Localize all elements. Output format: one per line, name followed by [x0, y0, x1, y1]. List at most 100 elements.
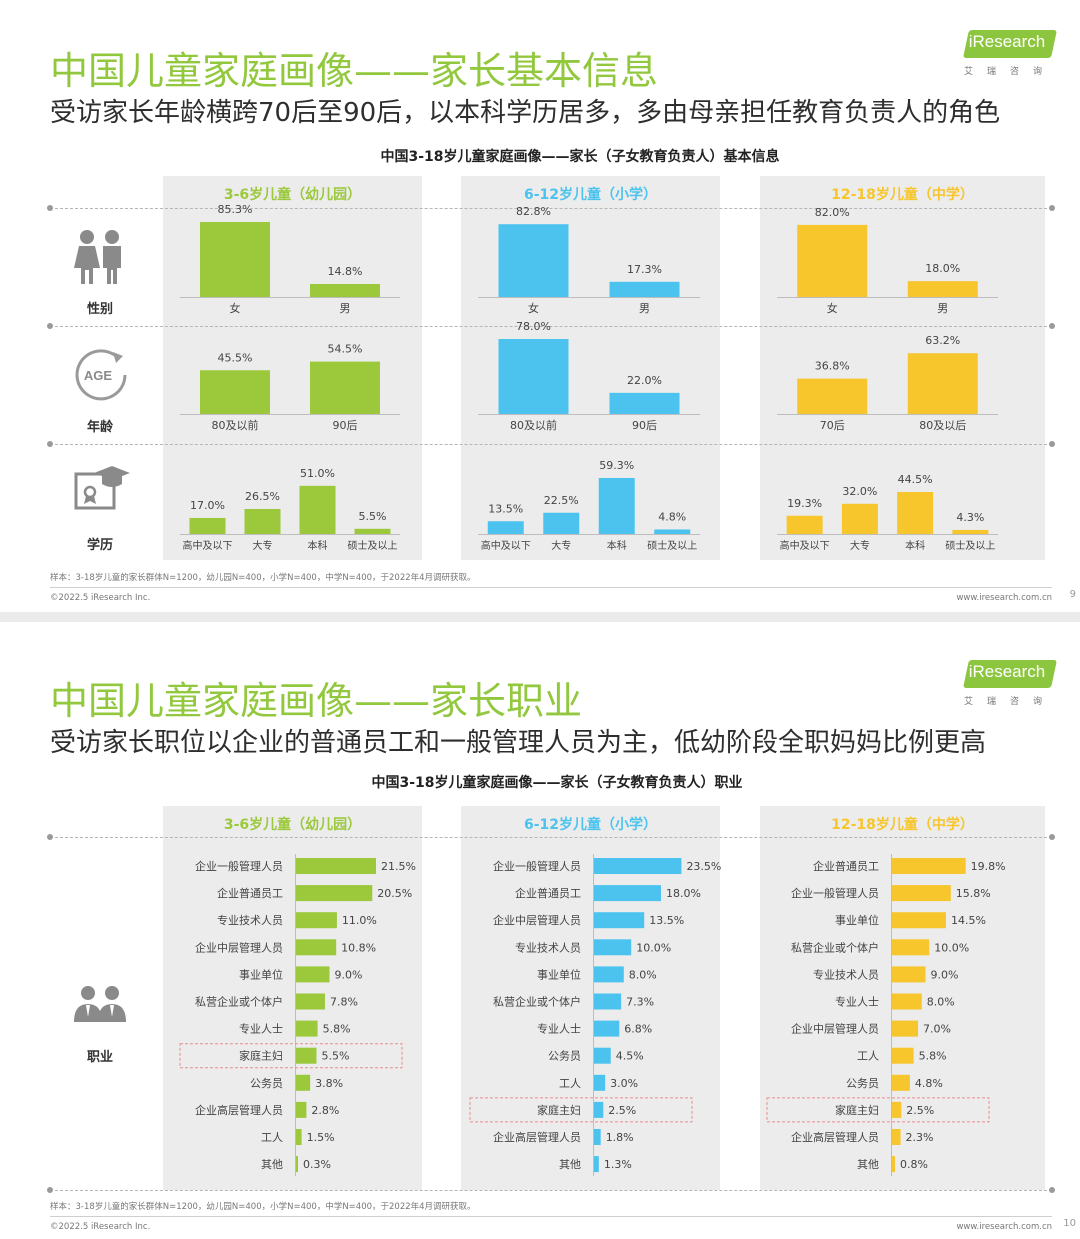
data-label: 4.8%	[915, 1077, 943, 1090]
bar	[543, 512, 580, 534]
bar	[296, 1020, 318, 1037]
bar	[310, 283, 380, 297]
data-label: 18.0%	[666, 887, 701, 900]
bar	[892, 966, 926, 983]
category-label: 大专	[551, 539, 571, 552]
bar	[296, 993, 326, 1010]
category-label: 硕士及以上	[348, 539, 398, 552]
category-label: 家庭主妇	[537, 1103, 581, 1117]
diploma-icon	[65, 462, 135, 522]
data-label: 51.0%	[300, 467, 335, 480]
category-label: 80及以前	[212, 418, 259, 432]
data-label: 0.8%	[900, 1158, 928, 1171]
data-label: 5.5%	[359, 510, 387, 523]
data-label: 26.5%	[245, 490, 280, 503]
bar	[786, 515, 823, 534]
category-label: 80及以后	[919, 419, 966, 432]
bar	[907, 353, 978, 414]
category-label: 硕士及以上	[945, 539, 995, 552]
bar	[310, 361, 380, 414]
bar	[897, 491, 934, 534]
age-icon: AGE	[65, 348, 135, 406]
data-label: 14.5%	[951, 914, 986, 927]
bar	[892, 1047, 914, 1064]
data-label: 2.5%	[906, 1104, 934, 1117]
basic-info-chart: 85.3% 女 14.8% 男 45.5% 80及以前 54.5% 90后 17.0% 高中及以下…	[180, 203, 998, 552]
row-separator	[47, 834, 1055, 840]
data-label: 3.8%	[315, 1077, 343, 1090]
panel-header-kindergarten: 3-6岁儿童（幼儿园）	[223, 817, 362, 833]
category-label: 男	[639, 302, 650, 315]
data-label: 20.5%	[377, 887, 412, 900]
bar	[296, 1074, 311, 1091]
bar	[797, 224, 868, 297]
bar	[200, 370, 270, 414]
bar	[594, 885, 661, 902]
bar	[498, 339, 569, 414]
bar	[594, 1074, 606, 1091]
data-label: 17.0%	[190, 499, 225, 512]
category-label: 事业单位	[835, 913, 879, 927]
category-label: 90后	[333, 419, 358, 432]
logo-text: iResearch	[968, 32, 1046, 51]
category-label: 私营企业或个体户	[493, 995, 581, 1009]
bar	[594, 966, 624, 983]
category-label: 工人	[261, 1131, 283, 1144]
category-label: 高中及以下	[481, 539, 531, 552]
data-label: 44.5%	[898, 473, 933, 486]
bar	[609, 392, 680, 414]
bar	[594, 1156, 599, 1173]
data-label: 18.0%	[925, 262, 960, 275]
panel-header-middle: 12-18岁儿童（中学）	[831, 187, 974, 203]
category-label: 家庭主妇	[239, 1049, 283, 1063]
chart-title: 中国3-18岁儿童家庭画像——家长（子女教育负责人）职业	[371, 775, 743, 791]
page-number: 9	[1069, 589, 1076, 600]
bar	[594, 939, 632, 956]
page-number: 10	[1063, 1218, 1076, 1229]
data-label: 5.8%	[919, 1050, 947, 1063]
category-label: 企业中层管理人员	[493, 913, 581, 927]
category-label: 专业人士	[537, 1022, 581, 1036]
category-label: 专业人士	[835, 995, 879, 1009]
data-label: 8.0%	[629, 968, 657, 981]
bar	[296, 885, 373, 902]
bar	[892, 1074, 910, 1091]
data-label: 22.0%	[627, 374, 662, 387]
site-url: www.iresearch.com.cn	[956, 593, 1052, 603]
bar	[892, 885, 951, 902]
category-label: 其他	[559, 1158, 581, 1171]
bar	[892, 912, 946, 929]
occupation-chart: 企业一般管理人员 21.5% 企业普通员工 20.5% 专业技术人员 11.0% 企业中层管…	[179, 854, 1006, 1177]
category-label: 工人	[559, 1077, 581, 1090]
bar	[296, 1101, 307, 1118]
bar	[952, 529, 989, 534]
bar	[200, 222, 270, 297]
data-label: 63.2%	[925, 334, 960, 347]
category-label: 专业技术人员	[515, 940, 581, 954]
bar	[296, 1156, 298, 1173]
footnote: 样本：3-18岁儿童的家长群体N=1200，幼儿园N=400，小学N=400，中…	[50, 573, 476, 583]
bar	[594, 912, 645, 929]
bar	[296, 966, 330, 983]
bar	[244, 508, 281, 534]
page-subtitle: 受访家长职位以企业的普通员工和一般管理人员为主，低幼阶段全职妈妈比例更高	[50, 728, 987, 758]
bar	[299, 485, 336, 534]
iresearch-logo: iResearch 艾瑞咨询	[960, 30, 1060, 80]
data-label: 17.3%	[627, 263, 662, 276]
data-label: 23.5%	[686, 860, 721, 873]
data-label: 5.5%	[321, 1050, 349, 1063]
bar	[797, 378, 868, 414]
data-label: 11.0%	[342, 914, 377, 927]
slide-occupation: 中国儿童家庭画像——家长职业 受访家长职位以企业的普通员工和一般管理人员为主，低…	[0, 622, 1080, 1239]
category-label: 男	[340, 302, 351, 315]
bar	[892, 939, 930, 956]
data-label: 14.8%	[328, 265, 363, 278]
data-label: 82.8%	[516, 205, 551, 218]
data-label: 10.8%	[341, 941, 376, 954]
data-label: 59.3%	[599, 459, 634, 472]
category-label: 家庭主妇	[835, 1103, 879, 1117]
iresearch-logo: iResearch 艾瑞咨询	[960, 660, 1060, 710]
category-label: 私营企业或个体户	[791, 940, 879, 954]
bar	[907, 281, 978, 297]
category-label: 其他	[261, 1158, 283, 1171]
